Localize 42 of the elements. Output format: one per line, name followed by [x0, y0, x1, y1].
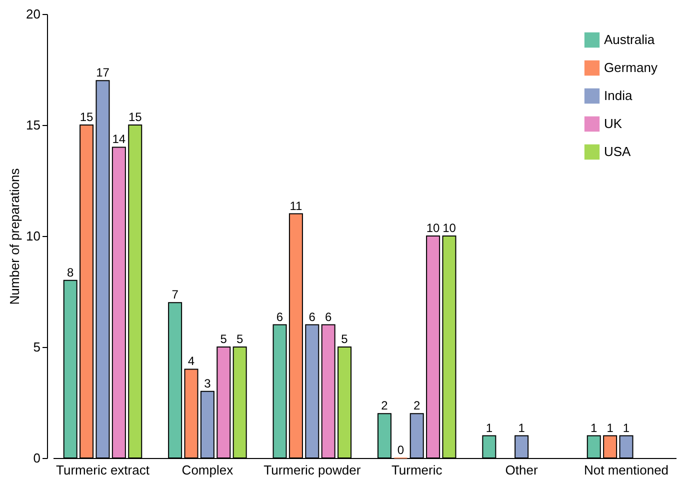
y-axis-title: Number of preparations	[7, 168, 22, 305]
y-tick-label: 0	[33, 450, 40, 466]
x-tick-label: Turmeric extract	[56, 462, 150, 478]
data-label: 17	[96, 66, 110, 80]
data-label: 6	[308, 310, 316, 324]
data-label: 6	[276, 310, 284, 324]
data-label: 6	[324, 310, 332, 324]
y-tick-label: 5	[33, 340, 40, 354]
data-label: 8	[67, 265, 74, 280]
x-tick-label: Not mentioned	[584, 462, 669, 478]
data-label: 5	[341, 332, 348, 346]
data-label: 1	[622, 420, 630, 435]
legend-label: Australia	[604, 32, 656, 47]
x-tick-label: Complex	[182, 462, 234, 478]
data-label: 7	[172, 288, 179, 302]
data-label: 1	[486, 420, 493, 435]
legend-label: USA	[604, 144, 632, 159]
data-label: 1	[518, 420, 526, 435]
data-label: 4	[188, 354, 195, 368]
data-label: 14	[112, 132, 126, 146]
x-tick-label: Other	[505, 462, 538, 478]
data-label: 2	[414, 398, 421, 413]
data-label: 1	[606, 420, 614, 435]
data-label: 3	[204, 376, 212, 390]
x-tick-label: Turmeric powder	[264, 462, 362, 478]
data-label: 1	[590, 420, 598, 435]
data-label: 11	[290, 198, 303, 213]
y-tick-label: 20	[26, 6, 40, 22]
data-label: 15	[128, 110, 142, 124]
data-label: 10	[442, 221, 456, 235]
legend-label: Germany	[604, 60, 658, 75]
legend-label: UK	[604, 116, 622, 131]
data-label: 15	[80, 110, 94, 124]
data-label: 2	[381, 398, 388, 413]
data-label: 5	[236, 332, 244, 346]
data-label: 10	[426, 221, 440, 235]
x-tick-label: Turmeric	[391, 462, 443, 478]
y-tick-label: 10	[26, 228, 40, 244]
data-label: 5	[220, 332, 228, 346]
data-label: 0	[397, 443, 404, 457]
legend-label: India	[604, 88, 633, 103]
y-tick-label: 15	[26, 118, 40, 132]
